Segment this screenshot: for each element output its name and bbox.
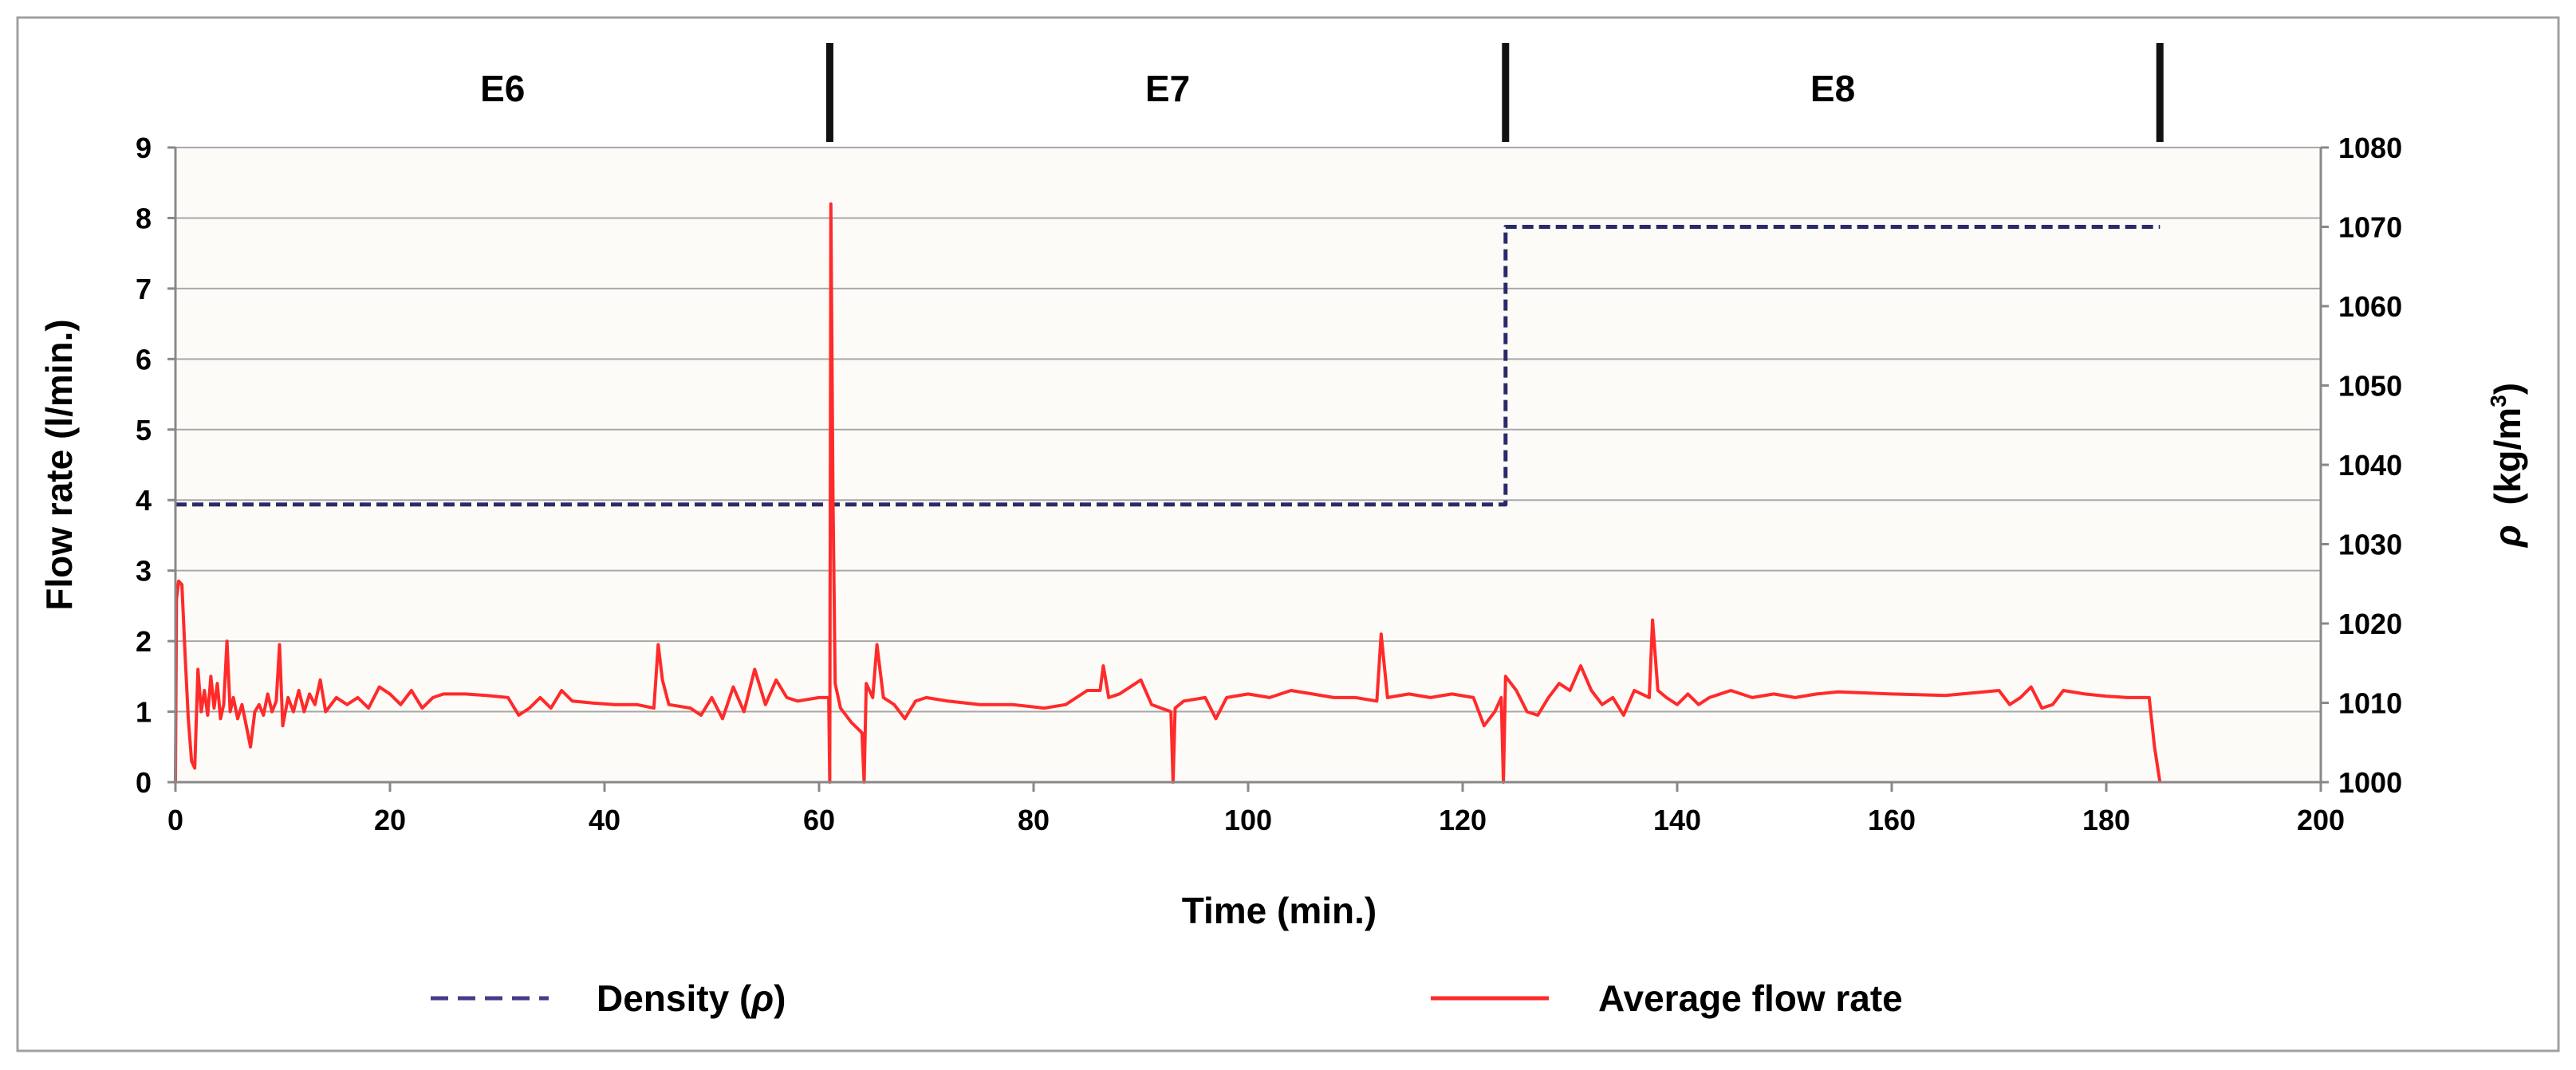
- density-line: [175, 225, 2160, 507]
- segment-label-e8: E8: [1810, 68, 1855, 109]
- y-left-tick-label: 0: [136, 766, 152, 799]
- y-left-tick-label: 7: [136, 273, 152, 305]
- x-tick-label: 200: [2297, 804, 2345, 836]
- y-right-tick-label: 1010: [2338, 687, 2402, 720]
- segment-label-e6: E6: [480, 68, 525, 109]
- legend-density-text: Density (: [597, 978, 752, 1019]
- x-tick-label: 40: [589, 804, 620, 836]
- y-right-tick-label: 1070: [2338, 211, 2402, 244]
- x-axis-title: Time (min.): [1182, 890, 1377, 931]
- x-tick-label: 80: [1018, 804, 1050, 836]
- y-left-tick-label: 5: [136, 414, 152, 446]
- y-left-tick-label: 1: [136, 696, 152, 729]
- experiment-segments: E6 E7 E8: [480, 43, 2164, 142]
- x-tick-label: 180: [2082, 804, 2130, 836]
- legend-density-close: ): [774, 978, 786, 1019]
- y-right-tick-label: 1020: [2338, 608, 2402, 640]
- y-left-tick-label: 3: [136, 555, 152, 588]
- x-tick-label: 0: [167, 804, 183, 836]
- x-tick-label: 160: [1868, 804, 1916, 836]
- x-tick-label: 120: [1439, 804, 1487, 836]
- y-right-tick-label: 1030: [2338, 529, 2402, 561]
- legend-density-symbol: ρ: [750, 978, 774, 1019]
- x-tick-label: 20: [374, 804, 406, 836]
- y-right-tick-label: 1000: [2338, 766, 2402, 799]
- y-left-tick-label: 9: [136, 132, 152, 164]
- left-axis-title: Flow rate (l/min.): [38, 319, 80, 610]
- tick-labels: 0123456789100010101020103010401050106010…: [136, 132, 2402, 836]
- y-right-tick-label: 1080: [2338, 132, 2402, 164]
- right-axis-symbol: ρ: [2487, 525, 2528, 549]
- plot-area: [175, 148, 2321, 782]
- y-left-tick-label: 8: [136, 202, 152, 234]
- legend-density-label: Density (ρ): [597, 978, 786, 1019]
- right-axis-superscript: 3: [2486, 395, 2511, 407]
- y-left-tick-label: 4: [136, 484, 152, 517]
- y-right-tick-label: 1050: [2338, 370, 2402, 403]
- segment-label-e7: E7: [1145, 68, 1190, 109]
- y-left-tick-label: 2: [136, 625, 152, 658]
- series-layer: [174, 202, 2162, 784]
- x-tick-label: 140: [1653, 804, 1701, 836]
- y-right-tick-label: 1040: [2338, 449, 2402, 482]
- x-tick-label: 100: [1224, 804, 1272, 836]
- legend-flow-label: Average flow rate: [1598, 978, 1903, 1019]
- y-left-tick-label: 6: [136, 343, 152, 376]
- right-axis-title: ρ (kg/m3): [2486, 383, 2528, 549]
- right-axis-close: ): [2487, 383, 2528, 395]
- average-flow-rate-line: [174, 202, 2162, 784]
- right-axis-unit: (kg/m: [2487, 407, 2528, 505]
- x-tick-label: 60: [803, 804, 835, 836]
- legend: Density (ρ) Average flow rate: [431, 978, 1903, 1019]
- grid-lines: [175, 147, 2321, 713]
- y-right-tick-label: 1060: [2338, 290, 2402, 323]
